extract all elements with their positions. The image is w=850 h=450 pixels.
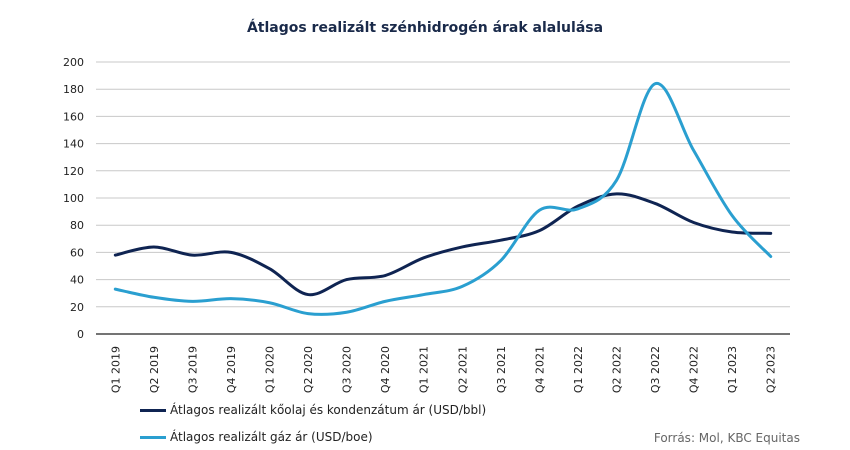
x-tick-label: Q1 2019 bbox=[109, 346, 122, 393]
x-tick-label: Q1 2020 bbox=[264, 346, 277, 393]
y-tick-label: 80 bbox=[70, 219, 84, 232]
y-tick-label: 200 bbox=[63, 56, 84, 69]
y-tick-label: 180 bbox=[63, 83, 84, 96]
legend-label-gas: Átlagos realizált gáz ár (USD/boe) bbox=[170, 430, 373, 444]
x-tick-label: Q1 2021 bbox=[418, 346, 431, 393]
y-tick-label: 120 bbox=[63, 165, 84, 178]
x-tick-label: Q3 2021 bbox=[495, 346, 508, 393]
legend-swatch-gas bbox=[140, 435, 166, 439]
y-tick-label: 160 bbox=[63, 110, 84, 123]
x-tick-label: Q3 2022 bbox=[649, 346, 662, 393]
legend-item-oil: Átlagos realizált kőolaj és kondenzátum … bbox=[140, 403, 486, 417]
y-tick-label: 20 bbox=[70, 301, 84, 314]
y-tick-label: 40 bbox=[70, 274, 84, 287]
x-tick-label: Q1 2022 bbox=[572, 346, 585, 393]
y-tick-label: 60 bbox=[70, 246, 84, 259]
x-tick-label: Q4 2020 bbox=[379, 346, 392, 393]
x-tick-label: Q2 2019 bbox=[148, 346, 161, 393]
x-tick-label: Q2 2021 bbox=[456, 346, 469, 393]
legend-swatch-oil bbox=[140, 408, 166, 412]
x-tick-label: Q3 2020 bbox=[341, 346, 354, 393]
x-tick-label: Q2 2020 bbox=[302, 346, 315, 393]
y-tick-label: 100 bbox=[63, 192, 84, 205]
x-tick-label: Q2 2022 bbox=[611, 346, 624, 393]
y-tick-label: 0 bbox=[77, 328, 84, 341]
x-tick-label: Q4 2022 bbox=[688, 346, 701, 393]
x-tick-label: Q3 2019 bbox=[186, 346, 199, 393]
x-tick-label: Q2 2023 bbox=[765, 346, 778, 393]
x-tick-label: Q4 2019 bbox=[225, 346, 238, 393]
series-line-oil bbox=[113, 192, 773, 297]
legend-label-oil: Átlagos realizált kőolaj és kondenzátum … bbox=[170, 403, 487, 417]
source-note: Forrás: Mol, KBC Equitas bbox=[653, 431, 800, 445]
y-tick-label: 140 bbox=[63, 138, 84, 151]
x-tick-label: Q1 2023 bbox=[726, 346, 739, 393]
legend-item-gas: Átlagos realizált gáz ár (USD/boe) bbox=[140, 430, 373, 444]
series-line-gas bbox=[113, 82, 773, 316]
x-tick-label: Q4 2021 bbox=[533, 346, 546, 393]
chart-title: Átlagos realizált szénhidrogén árak alal… bbox=[246, 20, 604, 36]
